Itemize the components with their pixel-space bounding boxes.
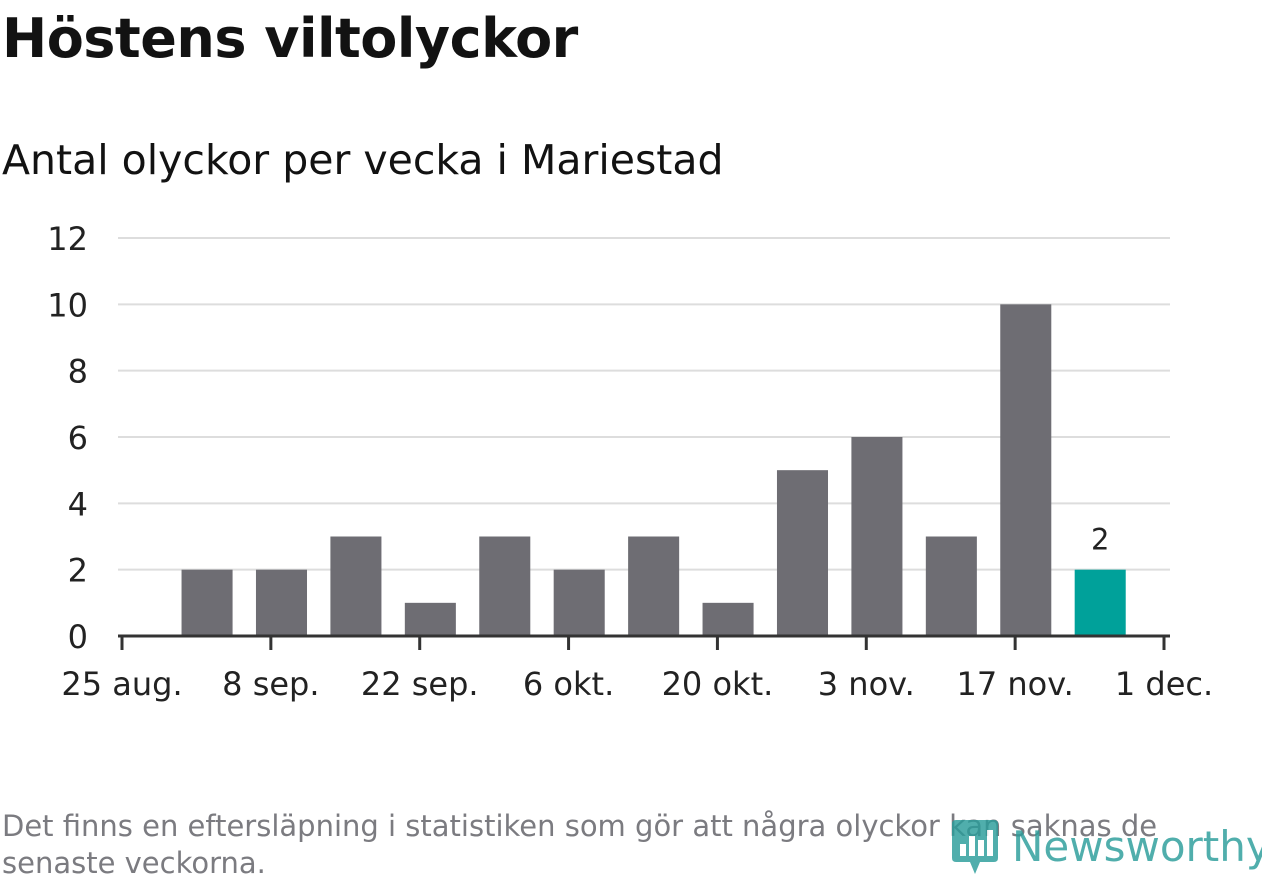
x-tick-label-2024-09-08: 8 sep.	[222, 665, 319, 703]
bar-2024-10-28	[776, 470, 829, 636]
x-tick-label-2024-10-06: 6 okt.	[523, 665, 614, 703]
x-tick-label-2024-11-03: 3 nov.	[818, 665, 915, 703]
x-axis-ticks: 25 aug. 8 sep. 22 sep. 6 okt. 20 okt. 3 nov. 1…	[61, 636, 1213, 703]
y-tick-label-0: 0	[68, 618, 88, 656]
bar-2024-09-16	[330, 536, 382, 636]
x-tick-label-2024-09-22: 22 sep.	[361, 665, 479, 703]
y-axis-ticks: 0 2 4 6 8 10 12	[47, 220, 88, 656]
newsworthy-logo-icon	[952, 820, 998, 874]
bar-2024-11-18	[1000, 304, 1052, 636]
bar-2024-10-07	[553, 569, 605, 636]
bar-2024-09-23	[404, 602, 456, 636]
data-labels: 2	[1091, 523, 1109, 557]
y-tick-label-4: 4	[68, 485, 88, 523]
bar-2024-10-21	[702, 602, 754, 636]
y-tick-label-6: 6	[68, 419, 88, 457]
chart-title: Höstens viltolyckor	[2, 7, 578, 70]
x-tick-label-2024-11-17: 17 nov.	[956, 665, 1073, 703]
bars	[181, 304, 1126, 636]
y-tick-label-8: 8	[68, 353, 88, 391]
data-label-2024-11-25: 2	[1091, 523, 1109, 557]
x-tick-label-2024-08-25: 25 aug.	[61, 665, 182, 703]
x-tick-label-2024-12-01: 1 dec.	[1115, 665, 1213, 703]
x-tick-label-2024-10-20: 20 okt.	[662, 665, 774, 703]
bar-2024-11-04	[851, 437, 903, 636]
chart-subtitle: Antal olyckor per vecka i Mariestad	[2, 136, 724, 184]
bar-2024-09-09	[255, 569, 308, 636]
brand-logo: Newsworthy	[950, 816, 1262, 878]
y-tick-label-2: 2	[68, 552, 88, 590]
y-tick-label-10: 10	[47, 286, 88, 324]
bar-2024-10-14	[628, 536, 680, 636]
bar-2024-11-11	[925, 536, 977, 636]
y-tick-label-12: 12	[47, 220, 88, 258]
brand-name: Newsworthy	[1012, 822, 1262, 871]
bar-2024-09-02	[181, 569, 233, 636]
bar-highlight-2024-11-25	[1074, 569, 1126, 636]
bar-2024-09-30	[479, 536, 531, 636]
